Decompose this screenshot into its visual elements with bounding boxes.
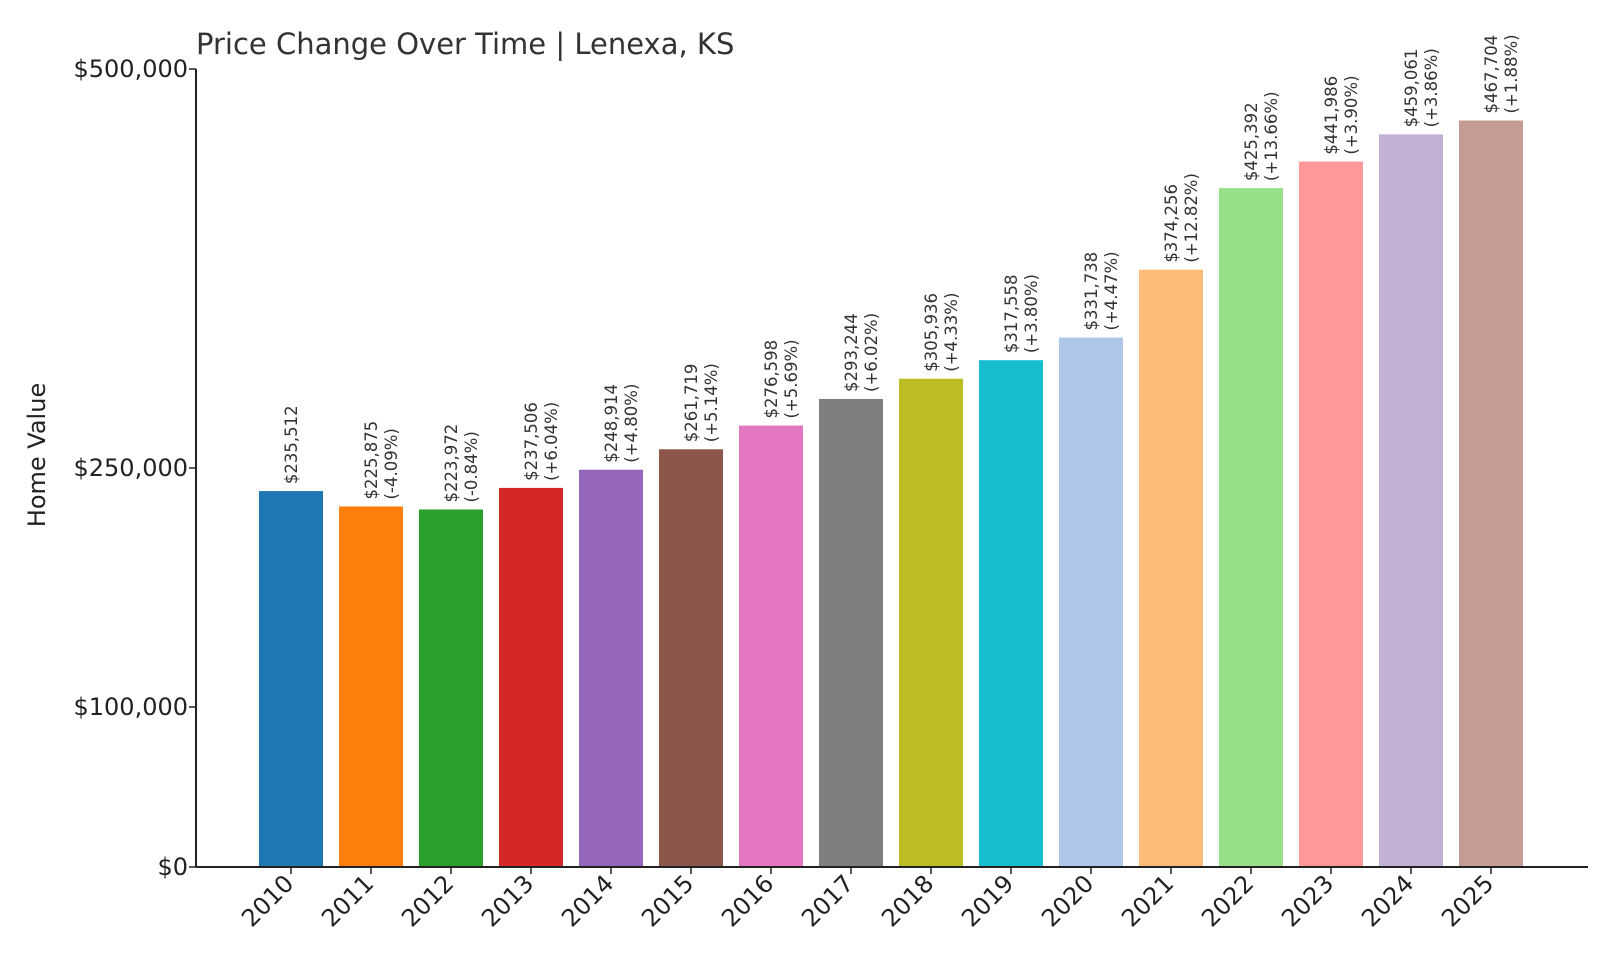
bar-2013 bbox=[499, 487, 563, 867]
x-tick-label-2015: 2015 bbox=[636, 869, 699, 932]
x-tick-label-2016: 2016 bbox=[716, 869, 779, 932]
bar-2010 bbox=[259, 491, 323, 867]
bar-2019 bbox=[979, 360, 1043, 867]
data-labels-layer: $235,512 $225,875 (-4.09%) $223,972 (-0.84%)… bbox=[282, 34, 1521, 502]
value-label-2023: $441,986 bbox=[1322, 76, 1341, 155]
change-label-2014: (+4.80%) bbox=[622, 384, 641, 463]
x-tick-label-2013: 2013 bbox=[476, 869, 539, 932]
change-label-2024: (+3.86%) bbox=[1422, 48, 1441, 127]
bar-2025 bbox=[1459, 120, 1523, 867]
bar-2012 bbox=[419, 509, 483, 867]
value-label-2017: $293,244 bbox=[842, 313, 861, 392]
change-label-2017: (+6.02%) bbox=[862, 313, 881, 392]
value-label-2010: $235,512 bbox=[282, 405, 301, 484]
bars-layer bbox=[259, 120, 1523, 868]
x-tick-label-2024: 2024 bbox=[1356, 869, 1419, 932]
x-tick-label-2011: 2011 bbox=[316, 869, 379, 932]
chart-title: Price Change Over Time | Lenexa, KS bbox=[196, 27, 734, 61]
y-tick-label-250000: $250,000 bbox=[73, 454, 188, 482]
value-label-2022: $425,392 bbox=[1242, 102, 1261, 181]
value-label-2019: $317,558 bbox=[1002, 274, 1021, 353]
change-label-2019: (+3.80%) bbox=[1022, 274, 1041, 353]
change-label-2022: (+13.66%) bbox=[1262, 91, 1281, 181]
bar-2016 bbox=[739, 425, 803, 867]
x-tick-label-2020: 2020 bbox=[1036, 869, 1099, 932]
bar-2014 bbox=[579, 469, 643, 867]
y-tick-label-500000: $500,000 bbox=[73, 55, 188, 83]
bar-2023 bbox=[1299, 161, 1363, 868]
bar-2011 bbox=[339, 506, 403, 867]
x-tick-label-2019: 2019 bbox=[956, 869, 1019, 932]
change-label-2015: (+5.14%) bbox=[702, 363, 721, 442]
bar-2017 bbox=[819, 398, 883, 867]
value-label-2025: $467,704 bbox=[1482, 35, 1501, 114]
value-label-2016: $276,598 bbox=[762, 340, 781, 419]
change-label-2025: (+1.88%) bbox=[1502, 34, 1521, 113]
bar-2021 bbox=[1139, 269, 1203, 867]
y-tick-label-0: $0 bbox=[157, 853, 188, 881]
change-label-2011: (-4.09%) bbox=[382, 428, 401, 499]
change-label-2012: (-0.84%) bbox=[462, 431, 481, 502]
x-tick-label-2012: 2012 bbox=[396, 869, 459, 932]
value-label-2014: $248,914 bbox=[602, 384, 621, 463]
value-label-2018: $305,936 bbox=[922, 293, 941, 372]
bar-2022 bbox=[1219, 188, 1283, 868]
bar-2018 bbox=[899, 378, 963, 867]
x-tick-label-2014: 2014 bbox=[556, 869, 619, 932]
x-tick-label-2025: 2025 bbox=[1436, 869, 1499, 932]
bar-2024 bbox=[1379, 134, 1443, 868]
value-label-2020: $331,738 bbox=[1082, 252, 1101, 331]
change-label-2016: (+5.69%) bbox=[782, 339, 801, 418]
change-label-2023: (+3.90%) bbox=[1342, 75, 1361, 154]
x-tick-label-2018: 2018 bbox=[876, 869, 939, 932]
change-label-2013: (+6.04%) bbox=[542, 402, 561, 481]
x-tick-label-2023: 2023 bbox=[1276, 869, 1339, 932]
bar-2020 bbox=[1059, 337, 1123, 867]
change-label-2020: (+4.47%) bbox=[1102, 251, 1121, 330]
value-label-2024: $459,061 bbox=[1402, 49, 1421, 128]
x-tick-label-2022: 2022 bbox=[1196, 869, 1259, 932]
value-label-2021: $374,256 bbox=[1162, 184, 1181, 263]
y-tick-label-100000: $100,000 bbox=[73, 693, 188, 721]
value-label-2013: $237,506 bbox=[522, 402, 541, 481]
x-tick-label-2010: 2010 bbox=[236, 869, 299, 932]
x-tick-label-2017: 2017 bbox=[796, 869, 859, 932]
value-label-2015: $261,719 bbox=[682, 364, 701, 443]
value-label-2012: $223,972 bbox=[442, 424, 461, 503]
x-tick-label-2021: 2021 bbox=[1116, 869, 1179, 932]
bar-2015 bbox=[659, 449, 723, 867]
y-axis-label: Home Value bbox=[23, 383, 51, 527]
value-label-2011: $225,875 bbox=[362, 421, 381, 500]
change-label-2018: (+4.33%) bbox=[942, 293, 961, 372]
change-label-2021: (+12.82%) bbox=[1182, 173, 1201, 263]
